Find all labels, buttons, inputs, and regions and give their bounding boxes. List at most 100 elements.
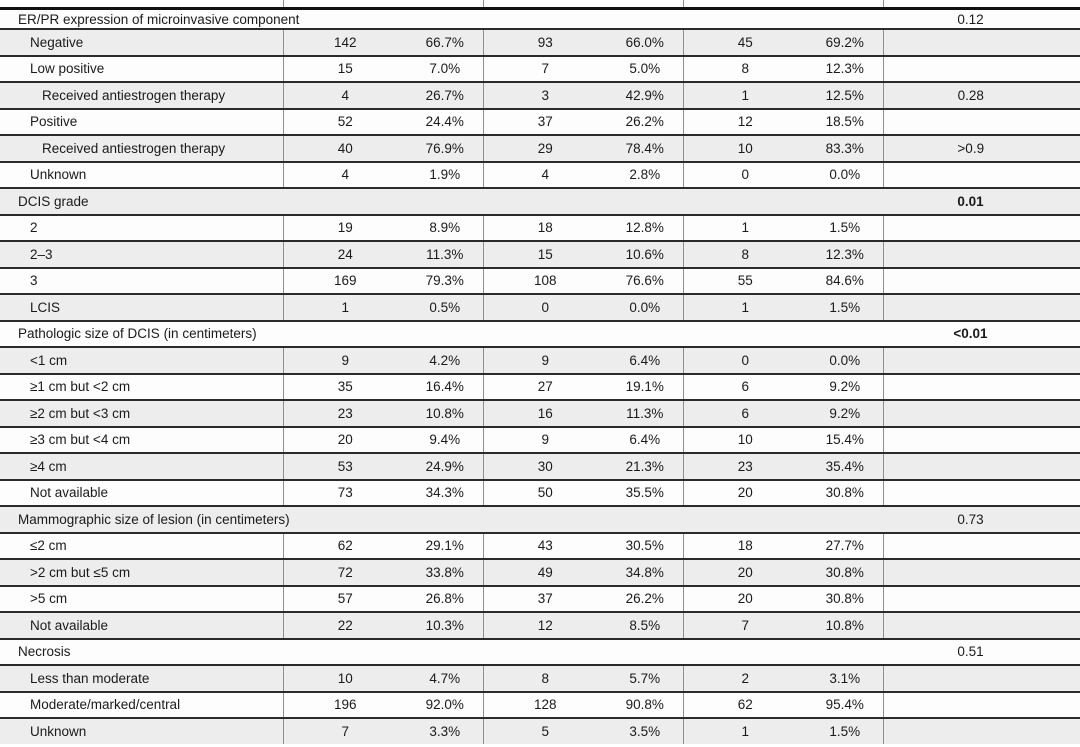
percent-group1-cell: 42.9%: [607, 81, 683, 109]
count-group1-cell: 16: [482, 399, 607, 427]
count-total-cell: 57: [282, 584, 407, 612]
sliver-cell: [0, 0, 283, 9]
percent-group1-cell: 76.6%: [607, 266, 683, 294]
row-label-cell: Received antiestrogen therapy: [0, 81, 283, 109]
row-label-cell: >5 cm: [0, 584, 283, 612]
row-label-cell: Low positive: [0, 54, 283, 82]
percent-total-cell: 66.7%: [407, 28, 483, 56]
percent-group2-cell: 27.7%: [807, 531, 883, 559]
count-total-cell: 53: [282, 452, 407, 480]
section-label-cell: Necrosis: [0, 637, 883, 665]
count-group1-cell: 27: [482, 372, 607, 400]
row-label-cell: Unknown: [0, 160, 283, 188]
row-label-cell: Negative: [0, 28, 283, 56]
percent-total-cell: 10.8%: [407, 399, 483, 427]
count-group1-cell: 8: [482, 664, 607, 692]
percent-total-cell: 92.0%: [407, 690, 483, 718]
percent-group1-cell: 26.2%: [607, 107, 683, 135]
row-label-cell: Unknown: [0, 717, 283, 744]
table-row: 2–3 24 11.3% 15 10.6% 8 12.3%: [0, 240, 1080, 268]
count-group1-cell: 18: [482, 213, 607, 241]
percent-total-cell: 11.3%: [407, 240, 483, 268]
count-group2-cell: 55: [682, 266, 807, 294]
percent-total-cell: 0.5%: [407, 293, 483, 321]
row-label-cell: ≥3 cm but <4 cm: [0, 425, 283, 453]
count-total-cell: 72: [282, 558, 407, 586]
cropped-row-sliver: [0, 0, 1080, 9]
percent-group1-cell: 10.6%: [607, 240, 683, 268]
count-total-cell: 142: [282, 28, 407, 56]
percent-group2-cell: 1.5%: [807, 717, 883, 744]
p-value-cell: [882, 531, 1080, 559]
table-row: <1 cm 9 4.2% 9 6.4% 0 0.0%: [0, 346, 1080, 374]
row-label-cell: ≥1 cm but <2 cm: [0, 372, 283, 400]
row-label-cell: <1 cm: [0, 346, 283, 374]
count-group1-cell: 12: [482, 611, 607, 639]
p-value-cell: [882, 399, 1080, 427]
count-group1-cell: 7: [482, 54, 607, 82]
p-value-cell: [882, 425, 1080, 453]
percent-group2-cell: 0.0%: [807, 346, 883, 374]
row-label-cell: LCIS: [0, 293, 283, 321]
percent-total-cell: 9.4%: [407, 425, 483, 453]
p-value-cell: [882, 107, 1080, 135]
p-value-cell: [882, 28, 1080, 56]
percent-total-cell: 4.7%: [407, 664, 483, 692]
count-group1-cell: 43: [482, 531, 607, 559]
section-row: Necrosis 0.51: [0, 637, 1080, 665]
table-row: >5 cm 57 26.8% 37 26.2% 20 30.8%: [0, 584, 1080, 612]
p-value-cell: 0.73: [883, 505, 1080, 533]
percent-total-cell: 7.0%: [407, 54, 483, 82]
count-group2-cell: 8: [682, 54, 807, 82]
table-row: ≤2 cm 62 29.1% 43 30.5% 18 27.7%: [0, 531, 1080, 559]
p-value-cell: 0.12: [883, 7, 1080, 29]
percent-group1-cell: 6.4%: [607, 425, 683, 453]
count-total-cell: 1: [282, 293, 407, 321]
count-total-cell: 52: [282, 107, 407, 135]
p-value-cell: [882, 54, 1080, 82]
count-group2-cell: 18: [682, 531, 807, 559]
table-row: Unknown 4 1.9% 4 2.8% 0 0.0%: [0, 160, 1080, 188]
table-row: Received antiestrogen therapy 4 26.7% 3 42.9…: [0, 81, 1080, 109]
table-row: >2 cm but ≤5 cm 72 33.8% 49 34.8% 20 30.8%: [0, 558, 1080, 586]
row-label-cell: Not available: [0, 611, 283, 639]
count-group1-cell: 0: [482, 293, 607, 321]
percent-group1-cell: 11.3%: [607, 399, 683, 427]
p-value-cell: <0.01: [883, 319, 1080, 347]
p-value-cell: 0.51: [883, 637, 1080, 665]
section-label-cell: Mammographic size of lesion (in centimet…: [0, 505, 883, 533]
percent-group2-cell: 95.4%: [807, 690, 883, 718]
row-label-cell: 2–3: [0, 240, 283, 268]
percent-group2-cell: 1.5%: [807, 293, 883, 321]
count-group1-cell: 5: [482, 717, 607, 744]
percent-total-cell: 24.9%: [407, 452, 483, 480]
percent-group2-cell: 30.8%: [807, 558, 883, 586]
percent-total-cell: 34.3%: [407, 478, 483, 506]
p-value-cell: [882, 213, 1080, 241]
percent-total-cell: 1.9%: [407, 160, 483, 188]
p-value-cell: [882, 160, 1080, 188]
sliver-cell: [282, 0, 407, 9]
percent-group1-cell: 5.7%: [607, 664, 683, 692]
percent-group1-cell: 12.8%: [607, 213, 683, 241]
percent-group2-cell: 9.2%: [807, 372, 883, 400]
percent-group2-cell: 35.4%: [807, 452, 883, 480]
count-group2-cell: 2: [682, 664, 807, 692]
table-row: Moderate/marked/central 196 92.0% 128 90.8% 6…: [0, 690, 1080, 718]
table-row: LCIS 1 0.5% 0 0.0% 1 1.5%: [0, 293, 1080, 321]
row-label-cell: Less than moderate: [0, 664, 283, 692]
table-row: ≥1 cm but <2 cm 35 16.4% 27 19.1% 6 9.2%: [0, 372, 1080, 400]
table-row: 2 19 8.9% 18 12.8% 1 1.5%: [0, 213, 1080, 241]
count-group1-cell: 3: [482, 81, 607, 109]
count-group2-cell: 8: [682, 240, 807, 268]
percent-group2-cell: 0.0%: [807, 160, 883, 188]
percent-group1-cell: 26.2%: [607, 584, 683, 612]
count-total-cell: 23: [282, 399, 407, 427]
section-row: DCIS grade 0.01: [0, 187, 1080, 215]
sliver-cell: [407, 0, 483, 9]
table-row: Not available 22 10.3% 12 8.5% 7 10.8%: [0, 611, 1080, 639]
count-group1-cell: 49: [482, 558, 607, 586]
table-row: 3 169 79.3% 108 76.6% 55 84.6%: [0, 266, 1080, 294]
percent-group1-cell: 3.5%: [607, 717, 683, 744]
